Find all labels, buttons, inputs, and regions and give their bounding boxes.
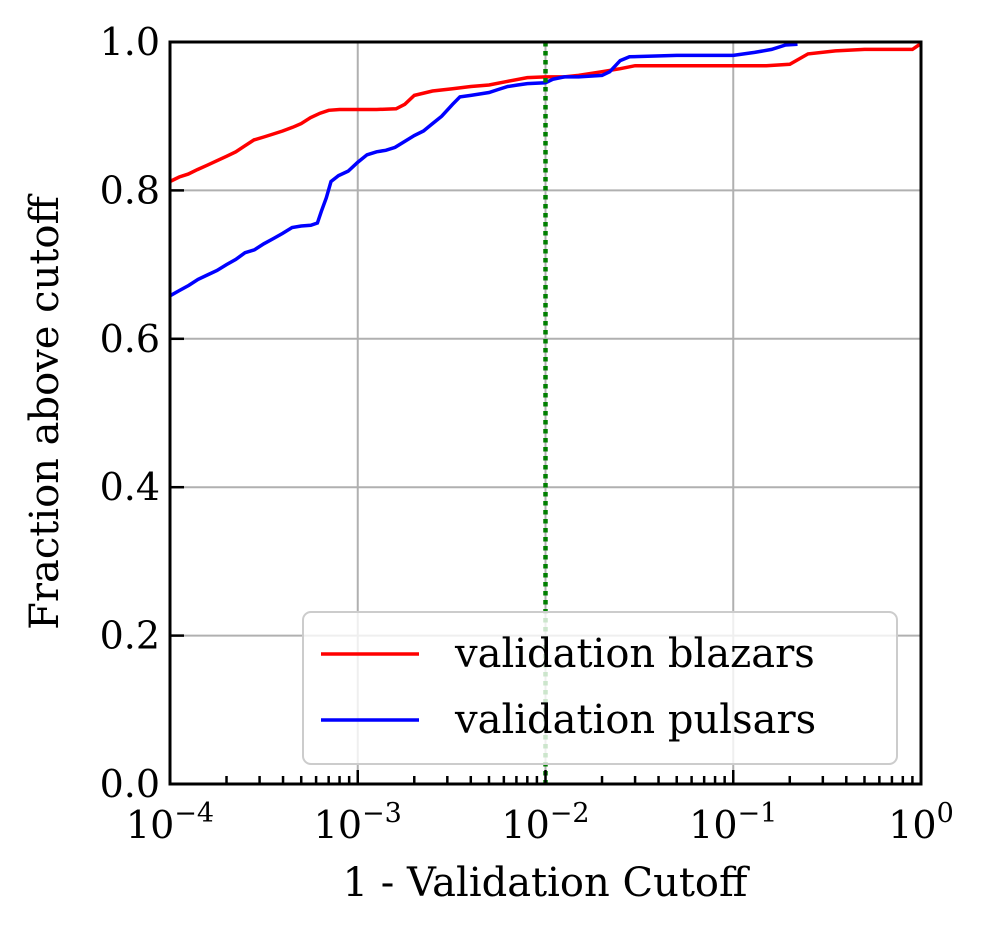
y-tick-label: 0.0 [100, 762, 160, 806]
x-tick-exponent: −2 [550, 798, 590, 829]
y-tick-label: 0.8 [100, 168, 160, 212]
x-tick-label: 10−3 [314, 798, 402, 847]
legend: validation blazars validation pulsars [302, 611, 898, 765]
legend-label: validation pulsars [454, 697, 816, 743]
y-axis-label: Fraction above cutoff [22, 194, 68, 630]
x-tick-base: 10 [501, 803, 549, 847]
x-tick-label: 10−4 [126, 798, 214, 847]
x-tick-exponent: 0 [937, 798, 954, 829]
series-line-blazars [169, 42, 922, 184]
x-tick-label: 100 [888, 798, 954, 847]
series-line-pulsars [169, 42, 798, 298]
series-layer [169, 42, 922, 298]
tick-marks [168, 40, 923, 786]
y-tick-label: 0.2 [100, 614, 160, 658]
y-tick-label: 1.0 [100, 20, 160, 64]
x-tick-exponent: −1 [738, 798, 778, 829]
x-tick-base: 10 [689, 803, 737, 847]
x-tick-exponent: −4 [174, 798, 214, 829]
x-tick-base: 10 [314, 803, 362, 847]
y-tick-label: 0.6 [100, 317, 160, 361]
x-tick-base: 10 [888, 803, 936, 847]
x-tick-label: 10−1 [689, 798, 777, 847]
legend-label: validation blazars [454, 631, 815, 677]
legend-box [302, 611, 898, 765]
x-tick-label: 10−2 [501, 798, 589, 847]
x-tick-base: 10 [126, 803, 174, 847]
x-tick-exponent: −3 [362, 798, 402, 829]
y-tick-label: 0.4 [100, 465, 160, 509]
x-axis-label: 1 - Validation Cutoff [343, 860, 750, 906]
